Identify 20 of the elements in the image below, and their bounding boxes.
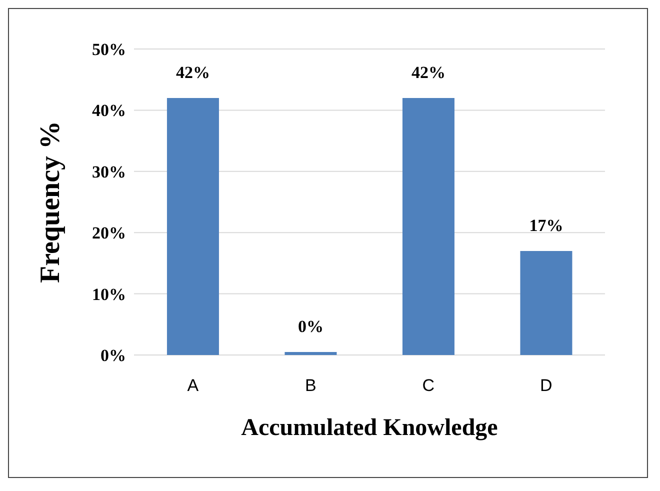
bar (284, 352, 337, 355)
y-tick-label: 10% (92, 284, 126, 304)
x-tick-label: B (304, 376, 316, 396)
y-tick-label: 40% (92, 101, 126, 120)
y-tick-label: 0% (100, 346, 126, 366)
x-tick-label: A (187, 376, 200, 396)
bar (520, 250, 572, 355)
y-axis-title: Frequency % (34, 120, 66, 284)
x-axis-title: Accumulated Knowledge (241, 415, 498, 441)
x-tick-label: C (422, 376, 435, 396)
bar (166, 98, 219, 355)
data-label: 42% (176, 62, 210, 82)
y-tick-label: 50% (92, 40, 126, 60)
bar (402, 98, 454, 355)
data-label: 0% (298, 317, 324, 336)
y-tick-label: 20% (92, 224, 126, 243)
data-label: 42% (411, 62, 446, 82)
x-tick-label: D (540, 376, 552, 396)
y-tick-label: 30% (92, 162, 126, 182)
data-label: 17% (529, 216, 564, 235)
